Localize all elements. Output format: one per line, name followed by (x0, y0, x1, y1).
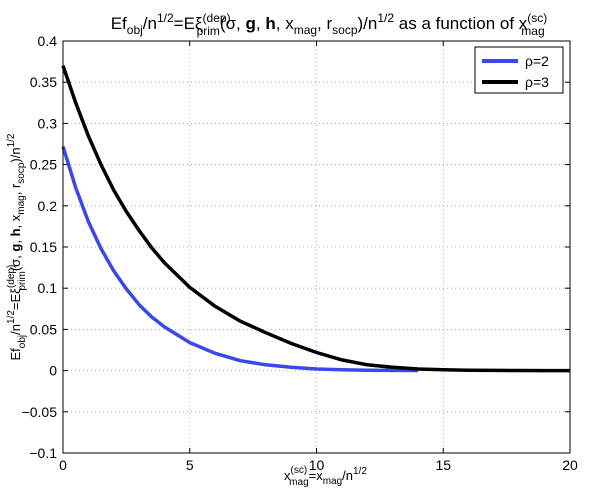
y-tick-label: 0.1 (38, 280, 58, 296)
legend-box (474, 46, 564, 94)
x-tick-label: 5 (186, 457, 194, 473)
x-tick-label: 10 (309, 457, 325, 473)
x-tick-label: 0 (59, 457, 67, 473)
legend-label-rho3: ρ=3 (525, 74, 549, 90)
series-line-rho2 (61, 145, 418, 373)
plot-frame (62, 40, 571, 454)
y-tick-label: −0.05 (22, 404, 58, 420)
y-tick-label: 0.4 (38, 33, 58, 49)
series-group (61, 65, 570, 373)
y-tick-label: −0.1 (29, 445, 57, 461)
y-tick-label: 0.3 (38, 115, 58, 131)
y-tick-label: 0.2 (38, 198, 58, 214)
y-tick-label: 0 (49, 363, 57, 379)
y-tick-label: 0.35 (30, 74, 57, 90)
tick-labels: 0 5 10 15 20 −0.1 −0.05 0 0.05 0.1 0.15 0.2 0.25 0.3 0… (22, 33, 578, 473)
legend: ρ=2 ρ=3 (474, 46, 564, 94)
x-tick-label: 20 (562, 457, 578, 473)
chart-title: Efobj/n1/2=Eξ(dep) prim(σ, g, h, xmag, rs… (111, 11, 548, 38)
grid (63, 41, 570, 453)
y-tick-label: 0.15 (30, 239, 57, 255)
series-line-rho3 (61, 65, 570, 373)
legend-label-rho2: ρ=2 (525, 53, 549, 69)
y-tick-label: 0.25 (30, 157, 57, 173)
x-axis-label: x(sc) mag=xmag/n1/2 (284, 465, 367, 488)
x-tick-label: 15 (435, 457, 451, 473)
y-axis-label: Efobj/n1/2=Eξ(dep)prim(σ, g, h, xmag, rs… (6, 133, 28, 360)
y-tick-label: 0.05 (30, 321, 57, 337)
